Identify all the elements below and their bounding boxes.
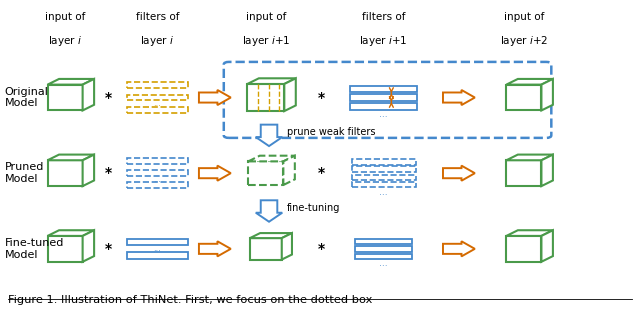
Text: Pruned
Model: Pruned Model xyxy=(4,162,44,184)
Polygon shape xyxy=(47,79,94,85)
Text: ...: ... xyxy=(154,99,161,108)
Polygon shape xyxy=(350,86,417,92)
Polygon shape xyxy=(47,160,83,186)
Polygon shape xyxy=(247,78,296,84)
Polygon shape xyxy=(199,166,231,181)
Text: *: * xyxy=(104,166,112,180)
Text: input of: input of xyxy=(45,12,85,23)
Text: *: * xyxy=(318,242,325,256)
Polygon shape xyxy=(350,103,417,109)
Polygon shape xyxy=(127,182,188,188)
Polygon shape xyxy=(506,79,553,85)
Text: *: * xyxy=(104,242,112,256)
Polygon shape xyxy=(352,175,415,180)
Polygon shape xyxy=(247,84,284,111)
Polygon shape xyxy=(83,79,94,110)
Polygon shape xyxy=(443,241,475,256)
Polygon shape xyxy=(127,95,188,100)
Polygon shape xyxy=(127,170,188,176)
Polygon shape xyxy=(282,233,292,259)
Polygon shape xyxy=(352,166,415,172)
Text: *: * xyxy=(318,91,325,105)
Text: ...: ... xyxy=(154,175,161,184)
Text: ...: ... xyxy=(380,188,388,197)
Text: prune weak filters: prune weak filters xyxy=(287,127,376,137)
Text: layer $\it{i}$+1: layer $\it{i}$+1 xyxy=(241,34,290,48)
Text: Fine-tuned
Model: Fine-tuned Model xyxy=(4,238,64,259)
Polygon shape xyxy=(127,252,188,259)
Text: Original
Model: Original Model xyxy=(4,87,49,108)
Polygon shape xyxy=(541,79,553,110)
Polygon shape xyxy=(284,156,295,185)
Text: ...: ... xyxy=(380,259,388,268)
Text: input of: input of xyxy=(246,12,286,23)
Polygon shape xyxy=(250,238,282,259)
Polygon shape xyxy=(443,166,475,181)
Polygon shape xyxy=(83,230,94,262)
Text: layer $\it{i}$+2: layer $\it{i}$+2 xyxy=(500,34,548,48)
Polygon shape xyxy=(47,236,83,262)
Text: ...: ... xyxy=(154,244,161,253)
Polygon shape xyxy=(47,155,94,160)
Text: layer $\it{i}$: layer $\it{i}$ xyxy=(140,34,175,48)
Polygon shape xyxy=(541,155,553,186)
Polygon shape xyxy=(352,159,415,165)
Text: filters of: filters of xyxy=(362,12,406,23)
Polygon shape xyxy=(256,200,282,222)
Polygon shape xyxy=(127,239,188,245)
Polygon shape xyxy=(127,158,188,164)
Text: input of: input of xyxy=(504,12,544,23)
Text: layer $\it{i}$+1: layer $\it{i}$+1 xyxy=(360,34,408,48)
Polygon shape xyxy=(350,94,417,101)
Polygon shape xyxy=(248,156,295,161)
Polygon shape xyxy=(506,236,541,262)
Text: *: * xyxy=(104,91,112,105)
Polygon shape xyxy=(127,82,188,88)
Text: layer $\it{i}$: layer $\it{i}$ xyxy=(48,34,82,48)
Polygon shape xyxy=(506,160,541,186)
Polygon shape xyxy=(506,155,553,160)
Text: *: * xyxy=(318,166,325,180)
Text: filters of: filters of xyxy=(136,12,179,23)
Polygon shape xyxy=(355,238,412,244)
Polygon shape xyxy=(83,155,94,186)
Polygon shape xyxy=(199,90,231,105)
Polygon shape xyxy=(199,241,231,256)
Polygon shape xyxy=(443,90,475,105)
Polygon shape xyxy=(355,246,412,252)
Polygon shape xyxy=(47,230,94,236)
Text: Figure 1. Illustration of ThiNet. First, we focus on the dotted box: Figure 1. Illustration of ThiNet. First,… xyxy=(8,295,372,305)
Text: fine-tuning: fine-tuning xyxy=(287,203,340,213)
Polygon shape xyxy=(250,233,292,238)
Polygon shape xyxy=(506,85,541,110)
Polygon shape xyxy=(248,161,284,185)
Polygon shape xyxy=(47,85,83,110)
Polygon shape xyxy=(256,125,282,146)
Polygon shape xyxy=(127,107,188,113)
Text: ...: ... xyxy=(380,110,388,119)
Polygon shape xyxy=(355,254,412,259)
Polygon shape xyxy=(506,230,553,236)
Polygon shape xyxy=(352,182,415,187)
Polygon shape xyxy=(541,230,553,262)
Polygon shape xyxy=(284,78,296,111)
